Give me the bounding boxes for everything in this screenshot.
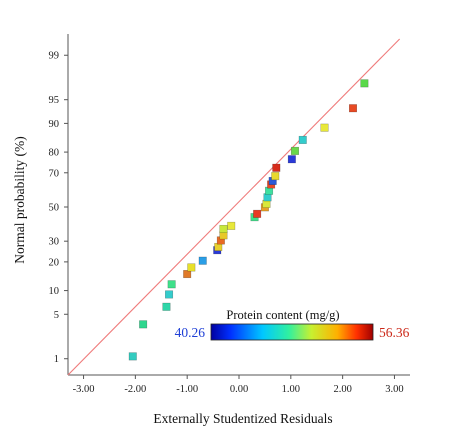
data-point <box>187 263 196 272</box>
colorbar-min-label: 40.26 <box>175 325 206 340</box>
y-tick-label: 50 <box>49 202 60 213</box>
colorbar-gradient <box>210 323 374 341</box>
x-tick-label: 2.00 <box>333 384 351 395</box>
data-point <box>198 256 207 265</box>
data-point <box>227 221 236 230</box>
x-tick-label: 3.00 <box>385 384 403 395</box>
data-points-layer <box>128 79 369 361</box>
y-tick-label: 20 <box>49 257 60 268</box>
y-tick-label: 90 <box>49 119 60 130</box>
data-point <box>253 209 262 218</box>
y-tick-label: 10 <box>49 286 60 297</box>
y-tick-label: 5 <box>54 310 59 321</box>
y-tick-label: 95 <box>49 95 60 106</box>
y-axis-title: Normal probability (%) <box>12 136 27 263</box>
x-ticks: -3.00 -2.00 -1.00 0.00 1.00 2.00 3.00 <box>73 375 404 395</box>
y-ticks: 1 5 10 20 30 50 70 80 90 95 99 <box>49 51 68 365</box>
colorbar-max-label: 56.36 <box>379 325 410 340</box>
data-point <box>271 172 280 181</box>
data-point <box>162 302 171 311</box>
data-point <box>165 290 174 299</box>
data-point <box>320 123 329 132</box>
data-point <box>167 280 176 289</box>
colorbar-title: Protein content (mg/g) <box>226 308 339 322</box>
reference-line-layer <box>67 38 401 376</box>
y-tick-label: 70 <box>49 168 60 179</box>
reference-line <box>67 38 401 376</box>
data-point <box>139 320 148 329</box>
x-tick-label: 0.00 <box>230 384 248 395</box>
x-tick-label: 1.00 <box>282 384 300 395</box>
colorbar-legend: Protein content (mg/g) 40.26 56.36 <box>175 304 410 346</box>
y-tick-label: 1 <box>54 354 59 365</box>
y-tick-label: 30 <box>49 237 60 248</box>
x-tick-label: -3.00 <box>73 384 95 395</box>
y-tick-label: 80 <box>49 148 60 159</box>
x-axis-title: Externally Studentized Residuals <box>153 411 332 426</box>
data-point <box>183 270 192 279</box>
data-point <box>287 155 296 164</box>
data-point <box>360 79 369 88</box>
y-tick-label: 99 <box>49 51 60 62</box>
x-tick-label: -2.00 <box>124 384 146 395</box>
data-point <box>219 224 228 233</box>
data-point <box>298 135 307 144</box>
x-tick-label: -1.00 <box>176 384 198 395</box>
data-point <box>272 163 281 172</box>
data-point <box>349 104 357 113</box>
data-point <box>128 352 137 361</box>
data-point <box>290 146 299 155</box>
